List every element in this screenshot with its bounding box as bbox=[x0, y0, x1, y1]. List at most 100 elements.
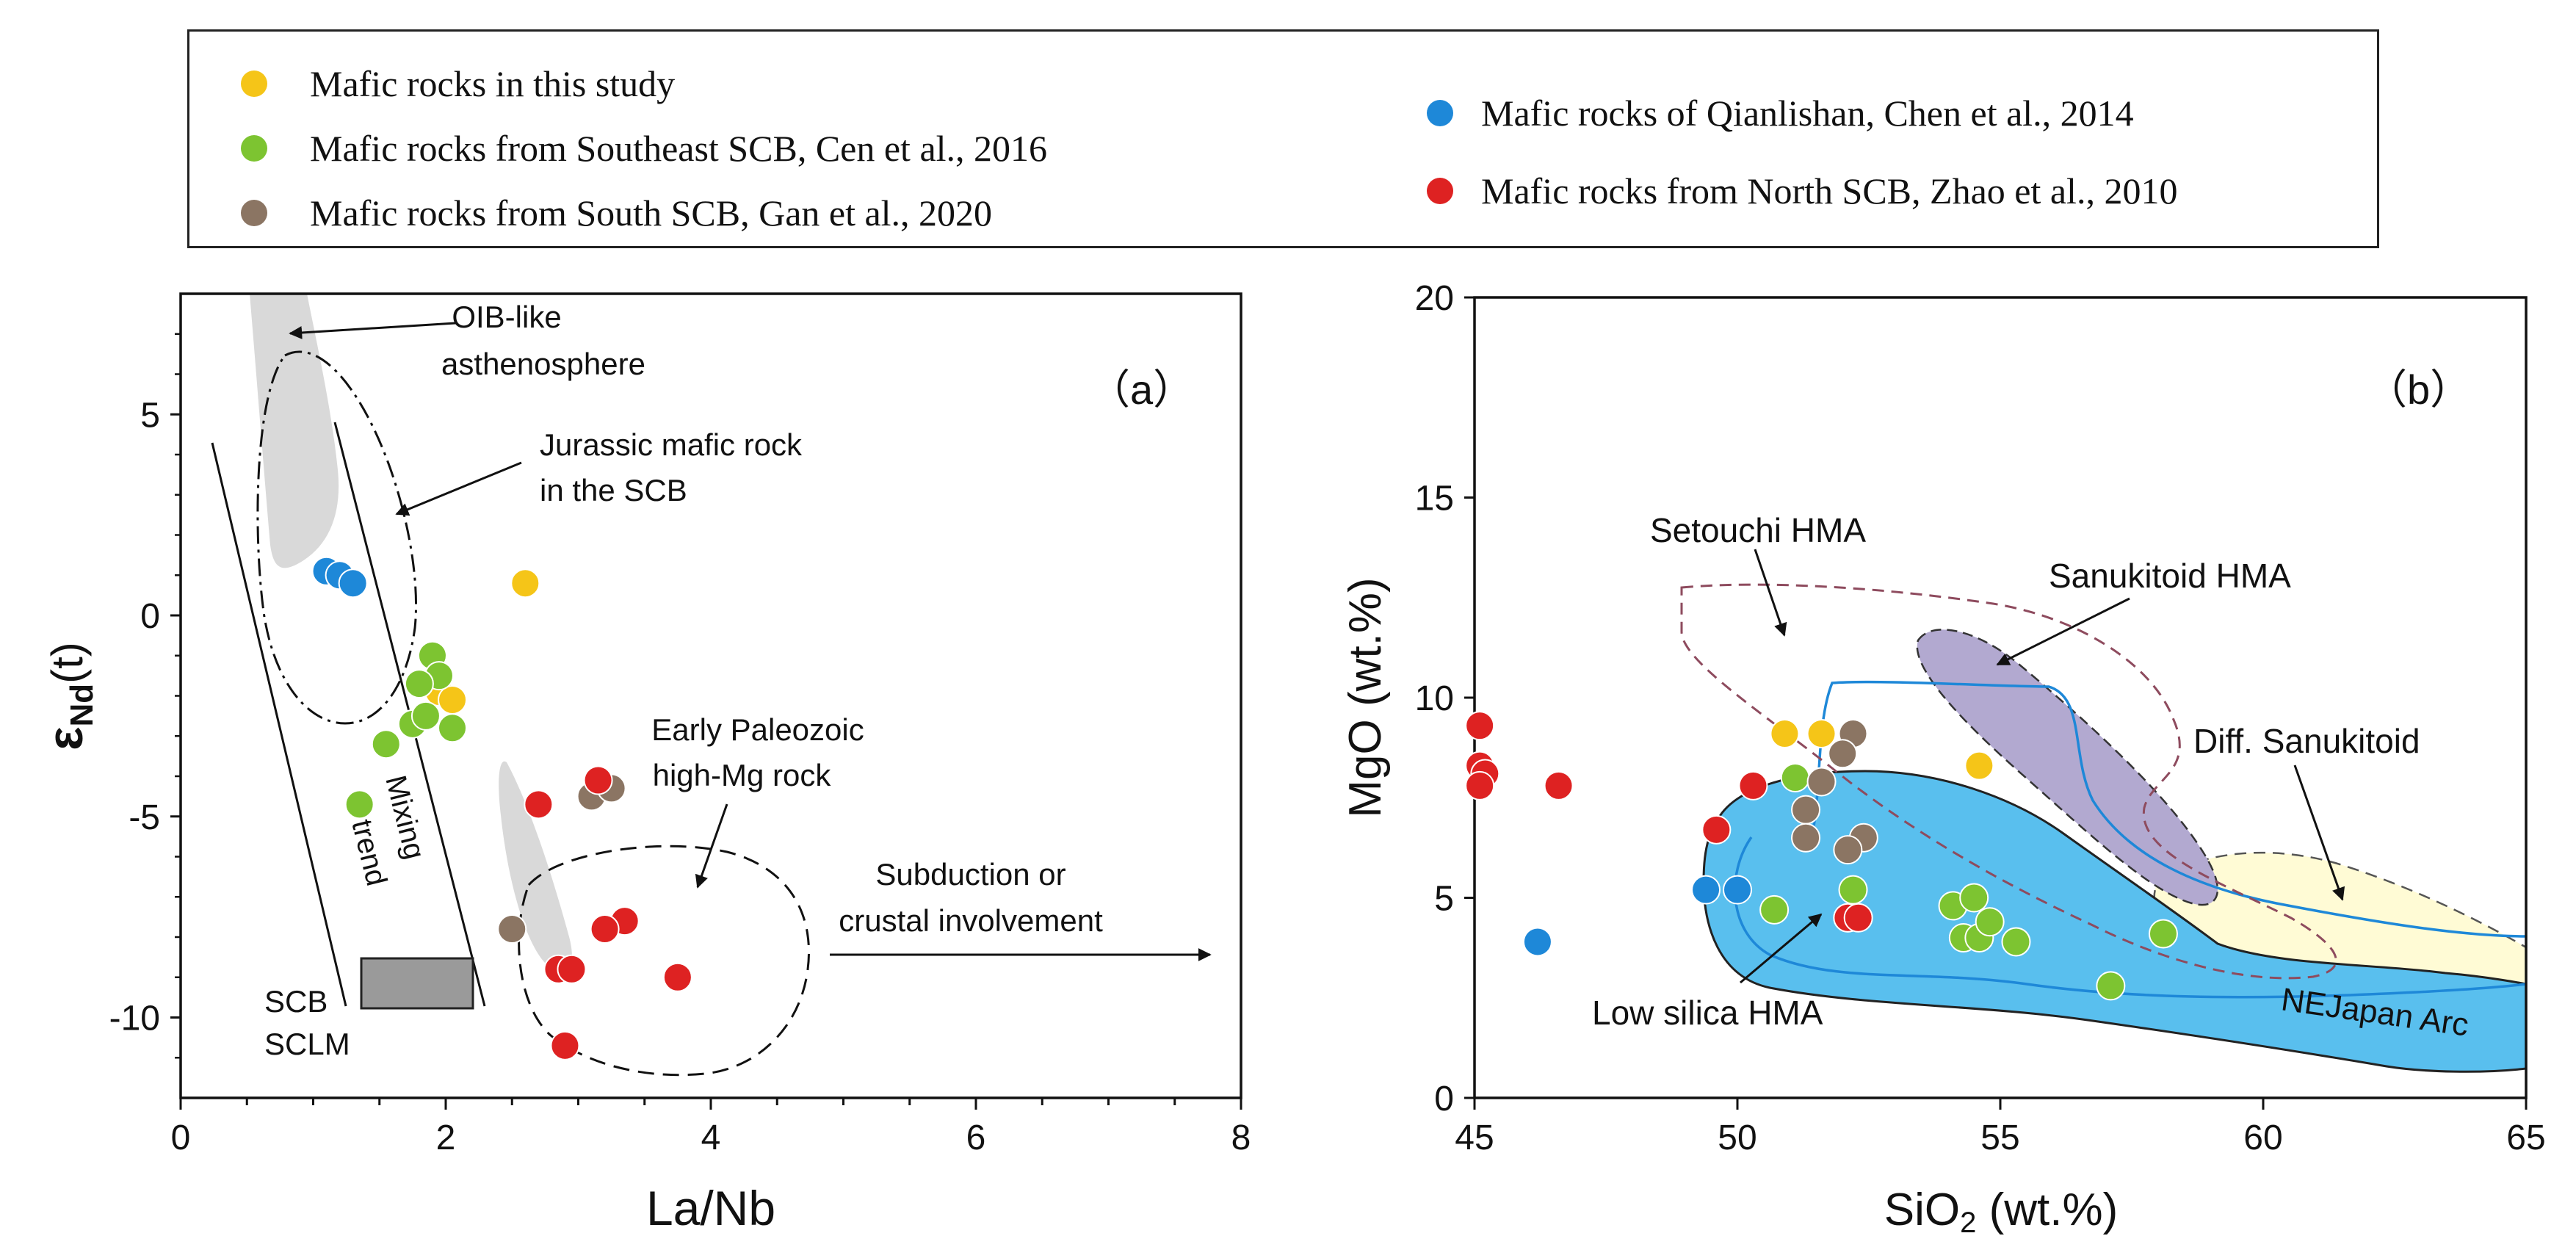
panel-a-label: （a） bbox=[1089, 366, 1194, 413]
panel-b-point-mafic-rocks-of-qianlishan bbox=[1723, 875, 1752, 905]
panel-b-point-mafic-rocks-from-north-scb bbox=[1843, 903, 1873, 933]
panel-b-point-mafic-rocks-from-south-scb bbox=[1791, 795, 1821, 825]
panel-a-y-tick-label: -10 bbox=[109, 999, 160, 1038]
panel-b-y-tick-label: 0 bbox=[1434, 1080, 1454, 1118]
legend-swatch-south-scb bbox=[241, 200, 267, 226]
panel-b-point-mafic-rocks-from-north-scb bbox=[1544, 770, 1574, 800]
panel-a-y-axis-title-sub: Nd bbox=[64, 684, 100, 727]
legend-item-qianlishan: Mafic rocks of Qianlishan, Chen et al., … bbox=[1427, 92, 2134, 134]
panel-a-points bbox=[311, 556, 692, 1060]
oib-label-line2: asthenosphere bbox=[441, 347, 645, 381]
panel-b-x-tick-label: 45 bbox=[1455, 1118, 1494, 1157]
panel-b-y-tick-label: 20 bbox=[1415, 279, 1454, 318]
early-paleozoic-label-line2: high-Mg rock bbox=[653, 758, 832, 792]
legend-label-southeast-scb: Mafic rocks from Southeast SCB, Cen et a… bbox=[310, 128, 1048, 169]
panel-a-y-axis-title-main: ε bbox=[37, 727, 93, 751]
panel-a-point-mafic-rocks-from-southeast-scb bbox=[371, 729, 401, 759]
panel-b-point-mafic-rocks-of-qianlishan bbox=[1522, 927, 1552, 957]
sanukitoid-label: Sanukitoid HMA bbox=[2049, 557, 2291, 595]
legend-item-south-scb: Mafic rocks from South SCB, Gan et al., … bbox=[241, 192, 992, 234]
panel-a-point-mafic-rocks-from-south-scb bbox=[497, 914, 527, 944]
panel-a-point-mafic-rocks-from-north-scb bbox=[583, 765, 613, 795]
sclm-label: SCLM bbox=[264, 1027, 350, 1061]
jurassic-arrow bbox=[395, 461, 522, 516]
panel-b-point-mafic-rocks-from-north-scb bbox=[1701, 814, 1732, 845]
legend-label-qianlishan: Mafic rocks of Qianlishan, Chen et al., … bbox=[1481, 93, 2134, 134]
panel-b-x-tick-label: 60 bbox=[2243, 1118, 2282, 1157]
legend-swatch-southeast-scb bbox=[241, 135, 267, 162]
legend-swatch-this-study bbox=[241, 71, 267, 97]
legend-item-north-scb: Mafic rocks from North SCB, Zhao et al.,… bbox=[1427, 170, 2177, 212]
oib-label-line1: OIB-like bbox=[452, 300, 561, 334]
panel-b-y-tick-label: 15 bbox=[1415, 480, 1454, 518]
mixing-trend-label-line1: Mixing bbox=[379, 773, 431, 863]
panel-b-label: （b） bbox=[2366, 366, 2471, 413]
panel-b-x-tick-label: 50 bbox=[1718, 1118, 1756, 1157]
early-paleozoic-arrow bbox=[695, 803, 728, 889]
early-paleozoic-label-line1: Early Paleozoic bbox=[651, 712, 864, 747]
panel-b: 45 50 55 60 65 0 5 10 15 20 （b） Setouchi HMA San… bbox=[1340, 279, 2546, 1239]
panel-b-x-tick-label: 55 bbox=[1980, 1118, 2019, 1157]
diff-sanukitoid-arrow bbox=[2293, 764, 2345, 901]
legend-label-south-scb: Mafic rocks from South SCB, Gan et al., … bbox=[310, 192, 993, 234]
legend-label-this-study: Mafic rocks in this study bbox=[310, 63, 676, 104]
panel-b-point-mafic-rocks-from-north-scb bbox=[1465, 711, 1495, 741]
panel-b-point-mafic-rocks-in-this-study bbox=[1806, 719, 1837, 749]
panel-b-x-axis-title-sub: 2 bbox=[1960, 1207, 1976, 1239]
panel-a-point-mafic-rocks-from-north-scb bbox=[662, 962, 692, 992]
diff-sanukitoid-label: Diff. Sanukitoid bbox=[2193, 722, 2420, 760]
legend-label-north-scb: Mafic rocks from North SCB, Zhao et al.,… bbox=[1481, 170, 2178, 212]
jurassic-label-line1: Jurassic mafic rock bbox=[540, 427, 803, 462]
setouchi-label: Setouchi HMA bbox=[1650, 511, 1866, 549]
panel-b-x-axis-title-tail: (wt.%) bbox=[1976, 1185, 2118, 1235]
panel-a-point-mafic-rocks-from-southeast-scb bbox=[410, 701, 441, 731]
panel-a-fields bbox=[211, 294, 810, 1077]
panel-a-x-tick-label: 2 bbox=[436, 1118, 456, 1157]
setouchi-arrow bbox=[1754, 549, 1787, 637]
panel-a-point-mafic-rocks-of-qianlishan bbox=[338, 568, 368, 599]
scb-sclm-box bbox=[360, 957, 474, 1010]
panel-a-x-tick-label: 4 bbox=[701, 1118, 721, 1157]
subduction-label-line1: Subduction or bbox=[875, 857, 1066, 892]
panel-a-x-axis-title: La/Nb bbox=[646, 1181, 775, 1235]
scb-label: SCB bbox=[264, 984, 328, 1019]
panel-a-y-tick-label: 5 bbox=[140, 396, 160, 435]
panel-a-y-axis-title-tail: (t) bbox=[43, 642, 92, 684]
jurassic-label-line2: in the SCB bbox=[540, 473, 687, 507]
panel-b-x-ticks: 45 50 55 60 65 bbox=[1455, 1098, 2546, 1157]
panel-b-point-mafic-rocks-from-southeast-scb bbox=[2001, 927, 2031, 957]
oib-asthenosphere-field bbox=[250, 294, 339, 568]
panel-a-point-mafic-rocks-from-southeast-scb bbox=[438, 713, 468, 743]
panel-b-fields bbox=[1680, 583, 2526, 1073]
low-silica-label: Low silica HMA bbox=[1592, 994, 1823, 1032]
panel-a-y-tick-label: 0 bbox=[140, 597, 160, 636]
panel-a-point-mafic-rocks-in-this-study bbox=[510, 568, 540, 599]
panel-b-x-axis-title: SiO2 (wt.%) bbox=[1884, 1185, 2118, 1239]
setouchi-hma-field bbox=[1680, 583, 2337, 980]
legend-item-southeast-scb: Mafic rocks from Southeast SCB, Cen et a… bbox=[241, 127, 1047, 170]
subduction-label-line2: crustal involvement bbox=[839, 903, 1103, 938]
panel-b-point-mafic-rocks-from-southeast-scb bbox=[2096, 971, 2126, 1001]
panel-a-point-mafic-rocks-from-southeast-scb bbox=[404, 669, 434, 699]
mixing-trend-left-line bbox=[211, 442, 347, 1007]
panel-a: 0 2 4 6 8 5 0 -5 -10 OIB-like asthenosphere Jur… bbox=[37, 292, 1251, 1235]
panel-b-y-tick-label: 10 bbox=[1415, 679, 1454, 718]
panel-a-y-axis-title: εNd(t) bbox=[37, 642, 100, 751]
panel-a-x-ticks: 0 2 4 6 8 bbox=[171, 1098, 1251, 1157]
panel-b-x-axis-title-main: SiO bbox=[1884, 1185, 1960, 1235]
jurassic-mafic-field bbox=[256, 350, 418, 725]
panel-a-point-mafic-rocks-from-north-scb bbox=[590, 914, 620, 944]
panel-a-x-tick-label: 8 bbox=[1231, 1118, 1251, 1157]
panel-b-point-mafic-rocks-from-south-scb bbox=[1833, 835, 1863, 865]
oib-arrow bbox=[289, 322, 456, 339]
legend-box: Mafic rocks in this study Mafic rocks fr… bbox=[187, 29, 2379, 248]
panel-b-x-tick-label: 65 bbox=[2506, 1118, 2545, 1157]
panel-b-y-ticks: 0 5 10 15 20 bbox=[1415, 279, 1475, 1118]
lower-gray-field bbox=[499, 761, 572, 972]
sanukitoid-arrow bbox=[1996, 597, 2130, 666]
panel-a-point-mafic-rocks-in-this-study bbox=[438, 684, 468, 715]
legend-item-this-study: Mafic rocks in this study bbox=[241, 62, 675, 105]
panel-b-point-mafic-rocks-in-this-study bbox=[1964, 751, 1994, 781]
sanukitoid-hma-field bbox=[1916, 629, 2219, 906]
